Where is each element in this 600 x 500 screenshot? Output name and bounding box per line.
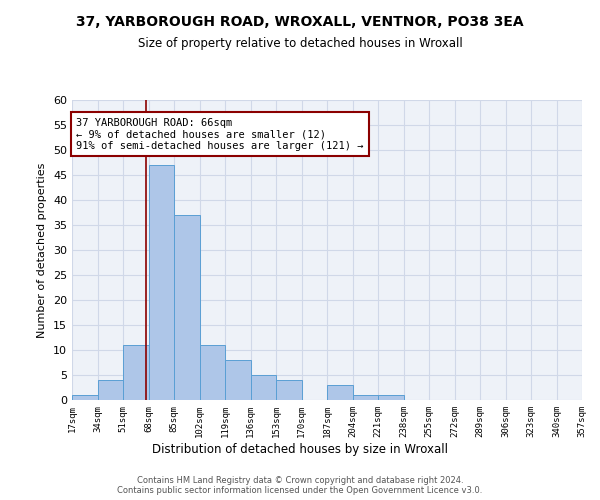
Bar — [199, 345, 225, 400]
Bar — [72, 395, 97, 400]
Bar — [251, 375, 276, 400]
Text: 37 YARBOROUGH ROAD: 66sqm
← 9% of detached houses are smaller (12)
91% of semi-d: 37 YARBOROUGH ROAD: 66sqm ← 9% of detach… — [77, 118, 364, 150]
Bar — [97, 380, 123, 400]
Bar — [378, 395, 404, 400]
Text: 37, YARBOROUGH ROAD, WROXALL, VENTNOR, PO38 3EA: 37, YARBOROUGH ROAD, WROXALL, VENTNOR, P… — [76, 15, 524, 29]
Bar — [174, 215, 199, 400]
Text: Contains HM Land Registry data © Crown copyright and database right 2024.
Contai: Contains HM Land Registry data © Crown c… — [118, 476, 482, 495]
Bar — [225, 360, 251, 400]
Bar — [276, 380, 302, 400]
Bar — [149, 165, 174, 400]
Text: Size of property relative to detached houses in Wroxall: Size of property relative to detached ho… — [137, 38, 463, 51]
Y-axis label: Number of detached properties: Number of detached properties — [37, 162, 47, 338]
Bar — [327, 385, 353, 400]
Bar — [353, 395, 378, 400]
Text: Distribution of detached houses by size in Wroxall: Distribution of detached houses by size … — [152, 442, 448, 456]
Bar — [123, 345, 149, 400]
